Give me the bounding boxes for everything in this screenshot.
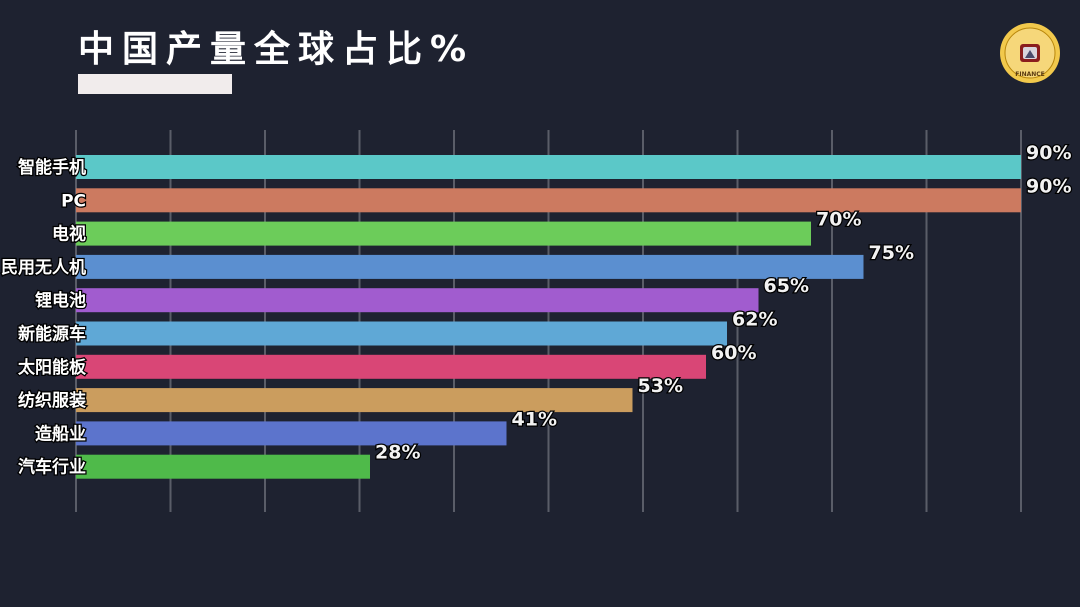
bar — [76, 354, 706, 379]
bar — [76, 254, 864, 279]
value-label: 28% — [375, 442, 420, 464]
category-label: 电视 — [52, 224, 86, 245]
chart-value-labels: 90% 90% 70% 75% 65% 62% 60% 53% 41% 28% — [374, 141, 1073, 465]
category-label: 锂电池 — [35, 290, 86, 311]
category-label: 造船业 — [35, 423, 86, 444]
value-label: 41% — [512, 408, 557, 430]
value-label: 62% — [732, 309, 777, 331]
bar — [76, 388, 633, 413]
value-label: 60% — [711, 342, 756, 364]
chart-bars — [76, 155, 1021, 479]
logo-text: FINANCE — [1015, 71, 1045, 78]
bar — [76, 288, 759, 313]
bar — [76, 321, 727, 346]
value-label: 90% — [1026, 142, 1071, 164]
value-label: 53% — [638, 375, 683, 397]
bar — [76, 421, 507, 446]
value-label: 65% — [764, 275, 809, 297]
bar — [76, 221, 811, 246]
bar — [76, 454, 370, 479]
value-label: 75% — [869, 242, 914, 264]
category-label: 新能源车 — [18, 324, 86, 345]
finance-channel-logo-icon: FINANCE — [999, 22, 1061, 84]
value-label: 90% — [1026, 175, 1071, 197]
category-label: PC — [61, 191, 86, 211]
bar — [76, 188, 1021, 213]
page-title: 中国产量全球占比% — [78, 29, 475, 70]
category-label: 太阳能板 — [18, 357, 87, 378]
category-label: 汽车行业 — [18, 457, 86, 478]
title-underline-bar — [78, 74, 232, 94]
bar — [76, 155, 1021, 179]
category-label: 纺织服装 — [18, 390, 86, 411]
category-label: 智能手机 — [18, 157, 86, 178]
category-label: 民用无人机 — [1, 257, 86, 278]
value-label: 70% — [816, 209, 861, 231]
